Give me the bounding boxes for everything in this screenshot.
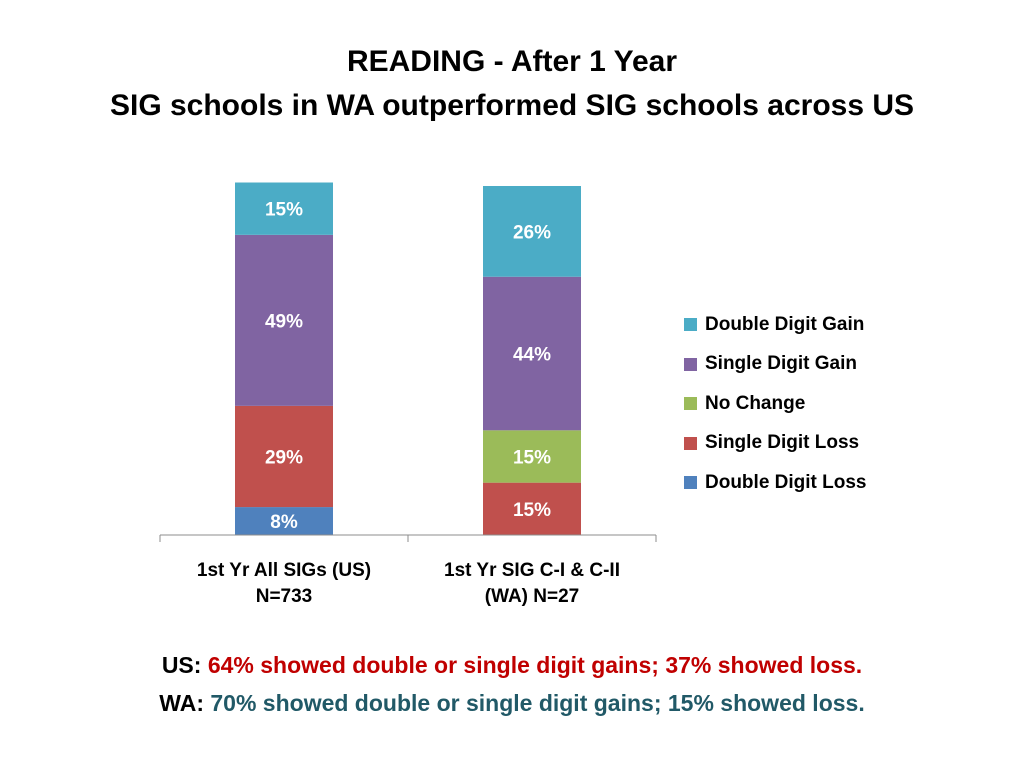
legend-swatch — [684, 397, 697, 411]
data-label: 26% — [513, 222, 551, 243]
data-label: 15% — [513, 500, 551, 521]
bar-segment-double-digit-gain-1 — [483, 186, 581, 277]
category-label: N=733 — [256, 586, 313, 607]
legend-swatch — [684, 476, 697, 490]
legend-item: Single Digit Loss — [684, 424, 867, 464]
bar-segment-single-digit-loss-1 — [483, 482, 581, 535]
chart-legend: Double Digit Gain Single Digit Gain No Cha… — [684, 305, 867, 503]
title-line-1: READING - After 1 Year — [346, 45, 678, 78]
category-label: (WA) N=27 — [485, 586, 580, 607]
category-label: 1st Yr SIG C-I & C-II — [444, 560, 620, 581]
legend-swatch — [684, 436, 697, 450]
data-label: 15% — [265, 200, 303, 221]
us-summary: US: 64% showed double or single digit ga… — [0, 652, 1024, 679]
legend-label: Single Digit Loss — [705, 432, 860, 454]
bar-segment-single-digit-loss-0 — [235, 405, 333, 508]
data-label: 8% — [270, 512, 298, 533]
legend-label: No Change — [705, 392, 806, 414]
data-label: 29% — [265, 447, 303, 468]
legend-item: Single Digit Gain — [684, 345, 867, 385]
legend-label: Double Digit Loss — [705, 471, 867, 493]
wa-summary-lead: WA: — [159, 690, 204, 716]
legend-swatch — [684, 318, 697, 332]
legend-swatch — [684, 357, 697, 371]
bar-segment-no-change-1 — [483, 430, 581, 483]
legend-item: Double Digit Gain — [684, 305, 867, 345]
category-label: 1st Yr All SIGs (US) — [197, 560, 371, 581]
wa-summary: WA: 70% showed double or single digit ga… — [0, 690, 1024, 717]
bar-segment-double-digit-gain-0 — [235, 182, 333, 235]
data-label: 44% — [513, 345, 551, 366]
bar-segment-single-digit-gain-0 — [235, 234, 333, 406]
bar-segment-double-digit-loss-0 — [235, 507, 333, 535]
chart-title: READING - After 1 Year SIG schools in WA… — [0, 40, 1024, 128]
data-label: 15% — [513, 447, 551, 468]
legend-label: Double Digit Gain — [705, 313, 865, 335]
data-label: 49% — [265, 311, 303, 332]
bar-segment-single-digit-gain-1 — [483, 276, 581, 431]
us-summary-text: 64% showed double or single digit gains;… — [207, 652, 863, 678]
legend-item: No Change — [684, 384, 867, 424]
title-line-2: SIG schools in WA outperformed SIG schoo… — [109, 89, 915, 122]
legend-item: Double Digit Loss — [684, 463, 867, 503]
wa-summary-text: 70% showed double or single digit gains;… — [210, 690, 865, 716]
legend-label: Single Digit Gain — [705, 353, 858, 375]
us-summary-lead: US: — [161, 652, 202, 678]
